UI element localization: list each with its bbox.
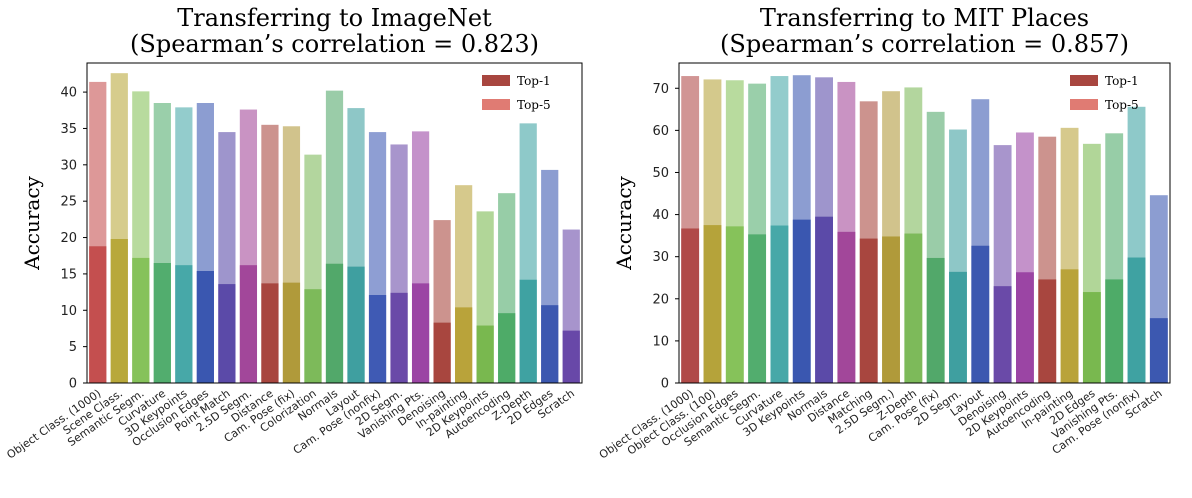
bar-top1 bbox=[261, 283, 279, 383]
bar-top1 bbox=[325, 263, 344, 383]
legend-label: Top-1 bbox=[1105, 74, 1139, 88]
bar-top1 bbox=[1060, 269, 1079, 383]
y-tick-label: 20 bbox=[652, 292, 669, 307]
y-tick-label: 5 bbox=[69, 340, 77, 355]
bar-top1 bbox=[770, 225, 789, 383]
y-tick-label: 0 bbox=[69, 377, 77, 392]
plot-frame bbox=[678, 62, 1171, 384]
bar-top1 bbox=[153, 263, 171, 383]
bar-top1 bbox=[725, 226, 744, 383]
bar-top1 bbox=[882, 236, 900, 383]
legend-swatch bbox=[1070, 75, 1098, 86]
chart-title-line1: Transferring to ImageNet bbox=[177, 4, 492, 32]
bar-top1 bbox=[748, 234, 767, 383]
bar-top1 bbox=[498, 313, 516, 383]
bar-top1 bbox=[132, 257, 150, 383]
chart-title-line2: (Spearman’s correlation = 0.823) bbox=[130, 30, 539, 58]
y-tick-label: 35 bbox=[60, 122, 77, 137]
bar-top1 bbox=[110, 239, 128, 383]
chart-title-line2: (Spearman’s correlation = 0.857) bbox=[720, 30, 1129, 58]
bar-top1 bbox=[703, 225, 722, 383]
bar-top1 bbox=[282, 282, 301, 383]
chart-panel-imagenet: Transferring to ImageNet (Spearman’s corr… bbox=[4, 4, 583, 462]
bar-top1 bbox=[1127, 257, 1146, 383]
bar-top1 bbox=[196, 271, 214, 383]
bar-top1 bbox=[368, 295, 387, 383]
bar-top1 bbox=[562, 330, 580, 383]
bar-top1 bbox=[815, 216, 833, 383]
bar-top1 bbox=[390, 292, 408, 383]
bar-top1 bbox=[971, 245, 990, 383]
chart-panel-mit-places: Transferring to MIT Places (Spearman’s co… bbox=[596, 0, 1192, 498]
y-tick-label: 40 bbox=[60, 86, 77, 101]
bar-top1 bbox=[1105, 279, 1124, 383]
legend-swatch bbox=[1070, 99, 1098, 110]
legend-swatch bbox=[482, 75, 510, 86]
bar-top1 bbox=[1016, 272, 1034, 383]
bar-top1 bbox=[993, 286, 1012, 383]
y-tick-label: 15 bbox=[60, 267, 77, 282]
bar-top1 bbox=[89, 246, 107, 383]
bar-top1 bbox=[175, 265, 193, 383]
chart-title-line1: Transferring to MIT Places bbox=[760, 4, 1089, 32]
bar-top1 bbox=[1149, 318, 1168, 383]
y-tick-label: 25 bbox=[60, 195, 77, 210]
bar-top1 bbox=[433, 322, 451, 383]
bar-top1 bbox=[837, 231, 856, 383]
bar-top1 bbox=[1082, 292, 1101, 383]
bar-top1 bbox=[926, 257, 945, 383]
bar-top1 bbox=[859, 238, 878, 383]
bar-top1 bbox=[904, 233, 923, 383]
bar-top1 bbox=[218, 284, 236, 383]
plot-frame bbox=[86, 62, 583, 384]
bar-top1 bbox=[304, 289, 322, 383]
chart-imagenet: Transferring to ImageNet(Spearman’s corr… bbox=[4, 4, 583, 462]
y-tick-label: 0 bbox=[661, 377, 669, 392]
legend-label: Top-5 bbox=[1105, 98, 1139, 112]
y-tick-label: 30 bbox=[60, 158, 77, 173]
bar-top1 bbox=[347, 266, 365, 383]
legend-label: Top-1 bbox=[517, 74, 551, 88]
y-tick-label: 40 bbox=[652, 208, 669, 223]
y-axis-label: Accuracy bbox=[20, 175, 44, 270]
y-tick-label: 70 bbox=[652, 82, 669, 97]
legend-swatch bbox=[482, 99, 510, 110]
y-axis-label: Accuracy bbox=[612, 175, 636, 270]
legend-label: Top-5 bbox=[517, 98, 551, 112]
bar-top1 bbox=[411, 283, 430, 383]
bar-top1 bbox=[239, 265, 258, 383]
chart-mit-places: Transferring to MIT Places(Spearman’s co… bbox=[597, 4, 1171, 462]
y-tick-label: 50 bbox=[652, 166, 669, 181]
y-tick-label: 60 bbox=[652, 124, 669, 139]
bar-top1 bbox=[476, 325, 494, 383]
bar-top1 bbox=[541, 305, 559, 383]
bar-top1 bbox=[792, 219, 811, 383]
bar-top1 bbox=[455, 307, 473, 383]
y-tick-label: 20 bbox=[60, 231, 77, 246]
y-tick-label: 10 bbox=[652, 334, 669, 349]
y-tick-label: 10 bbox=[60, 304, 77, 319]
y-tick-label: 30 bbox=[652, 250, 669, 265]
bar-top1 bbox=[949, 271, 967, 383]
bar-top1 bbox=[1038, 279, 1057, 383]
bar-top1 bbox=[681, 228, 700, 383]
bar-top1 bbox=[519, 279, 537, 383]
